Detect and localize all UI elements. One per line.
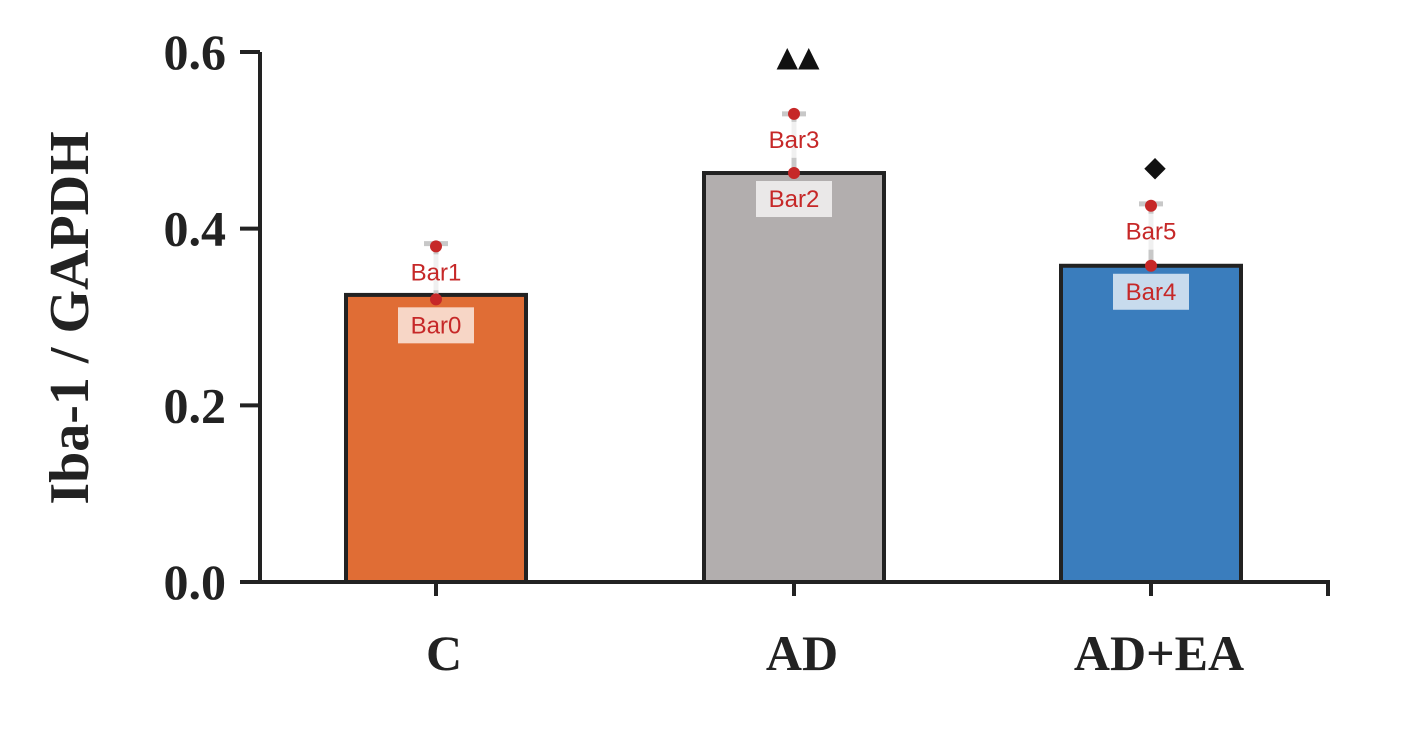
point-label-bg	[1113, 213, 1189, 250]
point-label-bg	[756, 121, 832, 158]
point-label-bar0: Bar0	[398, 293, 474, 344]
point-label-text: Bar4	[1126, 279, 1177, 306]
bars	[344, 171, 1243, 584]
point-label-bar1: Bar1	[398, 240, 474, 291]
annotations: ▲▲ ◆ Bar0 Bar1 Bar2 Bar3 Bar4 Bar5	[398, 40, 1189, 344]
y-axis-label: Iba-1 / GAPDH	[39, 131, 101, 504]
point-marker	[788, 107, 800, 120]
bar-ad-ea	[1059, 263, 1243, 584]
point-label-text: Bar1	[411, 259, 462, 286]
significance-marker: ▲▲	[776, 40, 820, 73]
y-tick-label: 0.4	[164, 201, 227, 257]
point-marker	[430, 293, 442, 306]
point-label-bg	[398, 307, 474, 344]
category-labels: C AD AD+EA	[426, 625, 1244, 681]
point-label-text: Bar5	[1126, 219, 1177, 246]
x-tick-label: C	[426, 625, 462, 681]
point-label-text: Bar3	[769, 127, 820, 154]
point-label-bar2: Bar2	[756, 167, 832, 218]
significance-marker: ◆	[1144, 150, 1166, 183]
point-label-bar5: Bar5	[1113, 199, 1189, 250]
x-tick-label: AD	[766, 625, 838, 681]
point-label-bg	[756, 181, 832, 218]
x-tick-label: AD+EA	[1074, 625, 1244, 681]
point-label-text: Bar0	[411, 312, 462, 339]
point-marker	[788, 167, 800, 180]
point-marker	[1145, 259, 1157, 272]
point-marker	[1145, 199, 1157, 212]
point-label-text: Bar2	[769, 186, 820, 213]
bar-ad	[702, 171, 886, 584]
y-tick-label: 0.0	[164, 554, 227, 610]
point-label-bg	[398, 254, 474, 291]
y-tick-label: 0.6	[164, 24, 227, 80]
point-label-bar4: Bar4	[1113, 259, 1189, 310]
point-label-bg	[1113, 273, 1189, 310]
y-tick-label: 0.2	[164, 377, 227, 433]
point-marker	[430, 240, 442, 253]
point-label-bar3: Bar3	[756, 107, 832, 158]
